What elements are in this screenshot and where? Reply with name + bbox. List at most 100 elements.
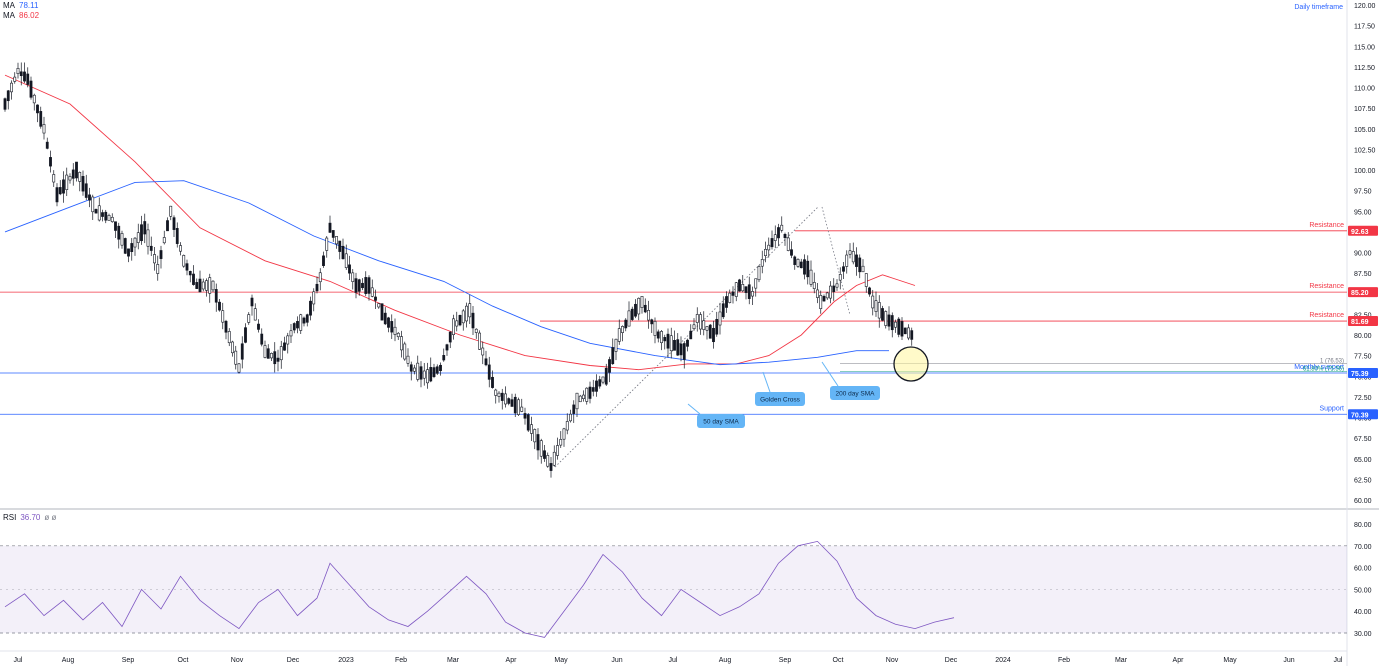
price-tick-label: 67.50 <box>1354 436 1372 443</box>
candle-body <box>877 302 881 319</box>
price-tick-label: 100.00 <box>1354 168 1376 175</box>
candle-body <box>666 333 670 349</box>
candle-body <box>419 366 423 380</box>
candle-body <box>595 380 598 392</box>
candle-body <box>806 260 810 278</box>
price-tick-label: 107.50 <box>1354 106 1376 113</box>
candle-body <box>504 393 507 405</box>
rsi-tick-label: 50.00 <box>1354 587 1372 594</box>
candle-body <box>65 174 69 191</box>
rsi-tick-label: 60.00 <box>1354 566 1372 573</box>
candle-body <box>741 284 745 292</box>
candle-body <box>123 238 127 254</box>
candle-body <box>390 321 394 333</box>
ma-slow-label: MA <box>3 11 15 20</box>
candle-body <box>201 281 205 290</box>
candle-body <box>283 342 286 351</box>
candle-body <box>543 450 546 459</box>
candle-body <box>770 238 774 248</box>
candle-body <box>656 331 660 339</box>
candle-body <box>731 291 735 296</box>
candle-body <box>75 161 78 179</box>
candle-body <box>29 80 33 98</box>
candle-body <box>182 255 186 267</box>
trend-line-down <box>821 206 851 316</box>
price-tick-label: 110.00 <box>1354 86 1375 93</box>
candle-body <box>81 176 85 192</box>
candle-body <box>387 317 390 328</box>
candle-body <box>510 399 514 407</box>
candle-body <box>608 359 611 373</box>
price-tick-label: 87.50 <box>1354 271 1372 278</box>
price-tick-label: 117.50 <box>1354 24 1375 31</box>
candle-body <box>162 237 166 244</box>
candle-body <box>647 310 650 321</box>
time-tick-label: Nov <box>886 657 899 664</box>
candle-body <box>627 310 631 327</box>
candle-body <box>816 289 819 298</box>
price-tick-label: 60.00 <box>1354 498 1372 505</box>
candle-body <box>777 227 780 239</box>
level-axis-badge <box>1348 316 1378 327</box>
candle-body <box>110 216 114 223</box>
candle-body <box>894 321 897 328</box>
candle-body <box>793 256 797 265</box>
candle-body <box>487 364 491 380</box>
candle-body <box>439 364 442 372</box>
candle-body <box>900 321 904 337</box>
candle-body <box>266 348 270 359</box>
candle-body <box>825 292 829 299</box>
candle-body <box>426 369 429 384</box>
candle-body <box>289 330 293 337</box>
candle-body <box>101 212 104 217</box>
candle-body <box>179 245 182 252</box>
candle-body <box>94 209 98 214</box>
candle-body <box>400 336 403 351</box>
ma-slow-indicator: MA 86.02 <box>3 11 43 20</box>
candle-body <box>39 111 43 127</box>
candle-body <box>153 254 156 264</box>
candle-body <box>699 314 702 330</box>
level-label: Support <box>1319 405 1344 412</box>
candle-body <box>341 245 345 260</box>
level-axis-badge <box>1348 225 1378 236</box>
price-tick-label: 65.00 <box>1354 457 1372 464</box>
candle-body <box>279 346 283 361</box>
annotation-box <box>830 386 880 400</box>
candle-body <box>305 314 309 323</box>
candle-body <box>247 314 251 323</box>
candle-body <box>712 327 715 343</box>
candle-body <box>231 341 234 354</box>
candle-body <box>325 237 329 251</box>
candle-body <box>97 205 101 221</box>
candle-body <box>725 296 728 308</box>
price-tick-label: 97.50 <box>1354 189 1372 196</box>
candle-body <box>71 169 75 179</box>
rsi-tick-label: 30.00 <box>1354 631 1372 638</box>
level-label: Resistance <box>1309 283 1344 290</box>
time-tick-label: Jun <box>611 657 622 664</box>
candle-body <box>435 366 439 374</box>
candle-body <box>718 311 722 326</box>
candle-body <box>195 282 199 289</box>
candle-body <box>302 317 306 324</box>
price-tick-label: 72.50 <box>1354 395 1372 402</box>
candle-body <box>650 319 654 325</box>
candle-body <box>803 259 806 275</box>
candle-body <box>634 303 637 317</box>
candle-body <box>234 350 238 365</box>
candle-body <box>240 343 244 360</box>
candle-body <box>218 301 221 311</box>
candle-body <box>637 297 641 315</box>
candle-body <box>42 124 46 134</box>
candle-body <box>751 291 754 297</box>
annotation-pointer <box>762 371 771 393</box>
candle-body <box>185 263 189 271</box>
candle-body <box>36 104 39 114</box>
price-tick-label: 77.50 <box>1354 354 1372 361</box>
time-tick-label: Jul <box>669 657 678 664</box>
candle-body <box>250 297 254 307</box>
candle-body <box>257 323 260 330</box>
